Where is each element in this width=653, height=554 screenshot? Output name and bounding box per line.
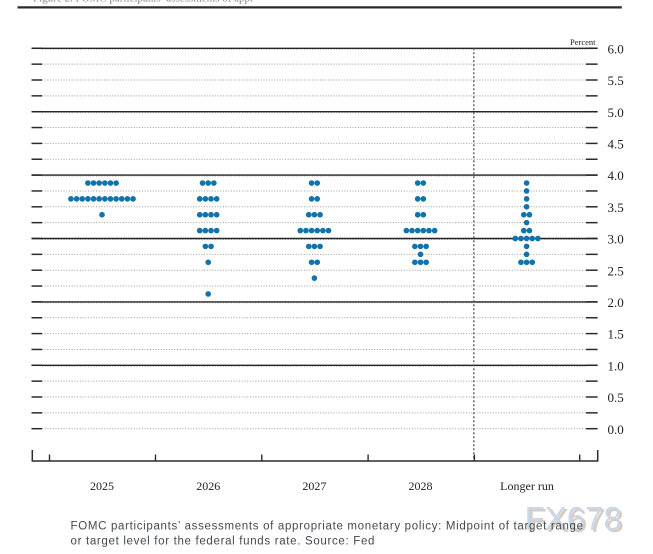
svg-text:1.5: 1.5 bbox=[608, 327, 624, 342]
svg-text:2028: 2028 bbox=[409, 479, 433, 493]
svg-text:FX678: FX678 bbox=[525, 500, 622, 537]
svg-text:6.0: 6.0 bbox=[608, 41, 624, 56]
svg-text:2.0: 2.0 bbox=[608, 295, 624, 310]
svg-text:2025: 2025 bbox=[90, 479, 114, 493]
svg-text:FOMC participants’ assessments: FOMC participants’ assessments of approp… bbox=[71, 521, 584, 533]
svg-text:2.5: 2.5 bbox=[608, 263, 624, 278]
svg-text:1.0: 1.0 bbox=[608, 358, 624, 373]
svg-text:Percent: Percent bbox=[570, 37, 596, 47]
svg-text:0.5: 0.5 bbox=[608, 390, 624, 405]
svg-text:3.0: 3.0 bbox=[608, 232, 624, 247]
svg-text:2027: 2027 bbox=[302, 479, 326, 493]
svg-text:4.0: 4.0 bbox=[608, 168, 624, 183]
svg-text:3.5: 3.5 bbox=[608, 200, 624, 215]
svg-text:5.5: 5.5 bbox=[608, 73, 624, 88]
svg-text:Longer run: Longer run bbox=[500, 479, 554, 493]
svg-text:0.0: 0.0 bbox=[608, 422, 624, 437]
svg-text:or target level for the federa: or target level for the federal funds ra… bbox=[71, 536, 376, 548]
svg-text:Figure 2. FOMC participants’ a: Figure 2. FOMC participants’ assessments… bbox=[33, 0, 254, 4]
svg-text:FX678: FX678 bbox=[527, 502, 624, 539]
svg-text:5.0: 5.0 bbox=[608, 105, 624, 120]
svg-text:4.5: 4.5 bbox=[608, 137, 624, 152]
svg-text:2026: 2026 bbox=[196, 479, 220, 493]
